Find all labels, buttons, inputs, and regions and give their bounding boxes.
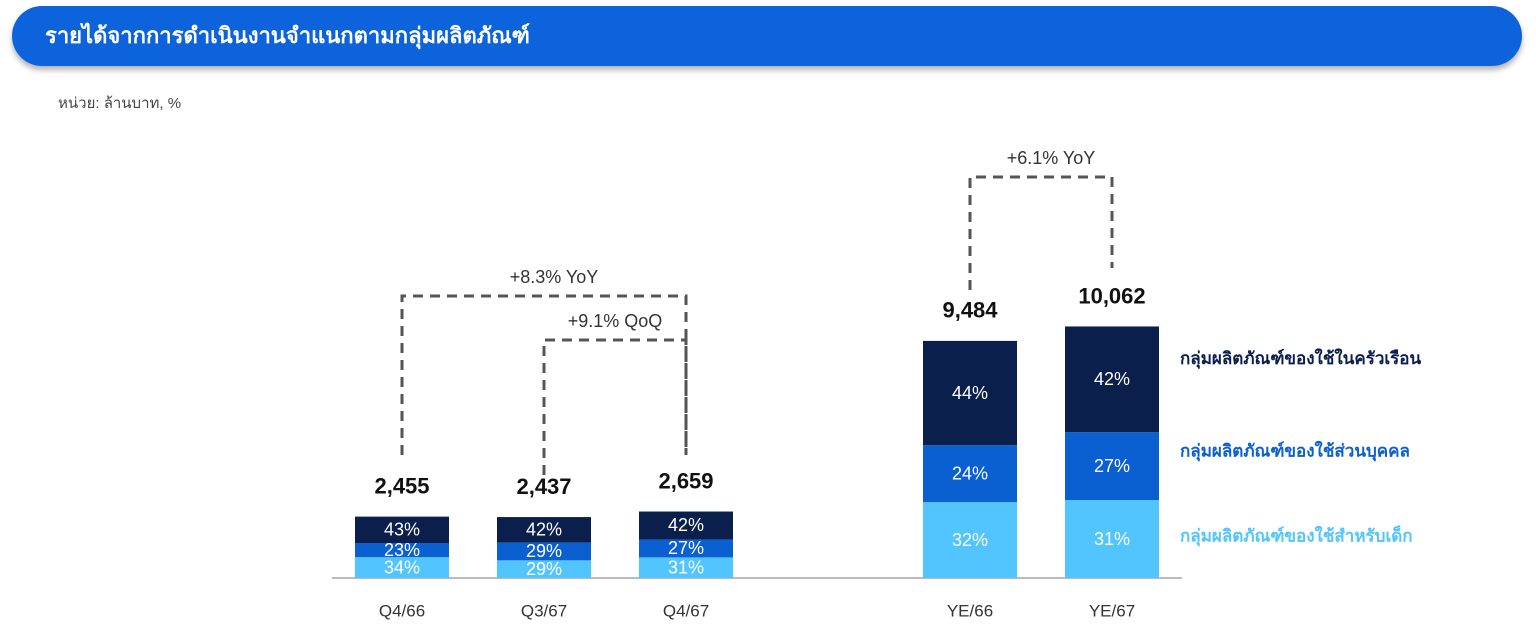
segment-label: 42% bbox=[668, 515, 704, 535]
bar-segment bbox=[497, 517, 591, 543]
segment-label: 44% bbox=[952, 383, 988, 403]
segment-label: 34% bbox=[384, 557, 420, 577]
segment-label: 27% bbox=[668, 538, 704, 558]
bar-segment bbox=[923, 502, 1017, 578]
x-tick-label: Q4/67 bbox=[663, 601, 709, 620]
x-tick-label: Q4/66 bbox=[379, 601, 425, 620]
total-label: 10,062 bbox=[1078, 283, 1145, 308]
segment-label: 31% bbox=[668, 557, 704, 577]
bar-segment bbox=[639, 511, 733, 540]
bar-segment bbox=[355, 557, 449, 578]
bar-segment bbox=[1065, 432, 1159, 501]
total-label: 2,437 bbox=[516, 474, 571, 499]
segment-label: 29% bbox=[526, 559, 562, 579]
annotation-bracket bbox=[542, 338, 688, 475]
segment-label: 43% bbox=[384, 520, 420, 540]
segment-label: 32% bbox=[952, 530, 988, 550]
segment-label: 29% bbox=[526, 541, 562, 561]
bar-segment bbox=[497, 542, 591, 561]
unit-note: หน่วย: ล้านบาท, % bbox=[58, 95, 181, 112]
bar-segment bbox=[639, 557, 733, 578]
bar-segment bbox=[355, 543, 449, 558]
segment-label: 23% bbox=[384, 540, 420, 560]
bar-segment bbox=[923, 445, 1017, 503]
annotation-label: +6.1% YoY bbox=[1007, 148, 1096, 168]
segment-label: 31% bbox=[1094, 529, 1130, 549]
total-label: 2,455 bbox=[374, 473, 429, 498]
bar-segment bbox=[1065, 500, 1159, 578]
bar-segment bbox=[639, 539, 733, 558]
bar-segment bbox=[923, 340, 1017, 446]
segment-label: 27% bbox=[1094, 456, 1130, 476]
legend-label: กลุ่มผลิตภัณฑ์ของใช้ในครัวเรือน bbox=[1180, 348, 1422, 369]
segment-label: 42% bbox=[526, 520, 562, 540]
bar-segment bbox=[355, 516, 449, 544]
x-tick-label: YE/66 bbox=[947, 601, 993, 620]
bar-segment bbox=[497, 560, 591, 578]
bar-segment bbox=[1065, 326, 1159, 433]
chart-title: รายได้จากการดำเนินงานจำแนกตามกลุ่มผลิตภั… bbox=[45, 22, 530, 50]
annotation-label: +8.3% YoY bbox=[510, 267, 599, 287]
x-tick-label: YE/67 bbox=[1089, 601, 1135, 620]
segment-label: 42% bbox=[1094, 369, 1130, 389]
total-label: 2,659 bbox=[658, 468, 713, 493]
x-tick-label: Q3/67 bbox=[521, 601, 567, 620]
header-banner bbox=[12, 6, 1522, 66]
legend-label: กลุ่มผลิตภัณฑ์ของใช้ส่วนบุคคล bbox=[1180, 441, 1410, 462]
annotation-label: +9.1% QoQ bbox=[568, 311, 663, 331]
total-label: 9,484 bbox=[942, 298, 998, 323]
annotation-bracket bbox=[968, 175, 1114, 290]
legend-label: กลุ่มผลิตภัณฑ์ของใช้สำหรับเด็ก bbox=[1180, 523, 1413, 546]
segment-label: 24% bbox=[952, 463, 988, 483]
